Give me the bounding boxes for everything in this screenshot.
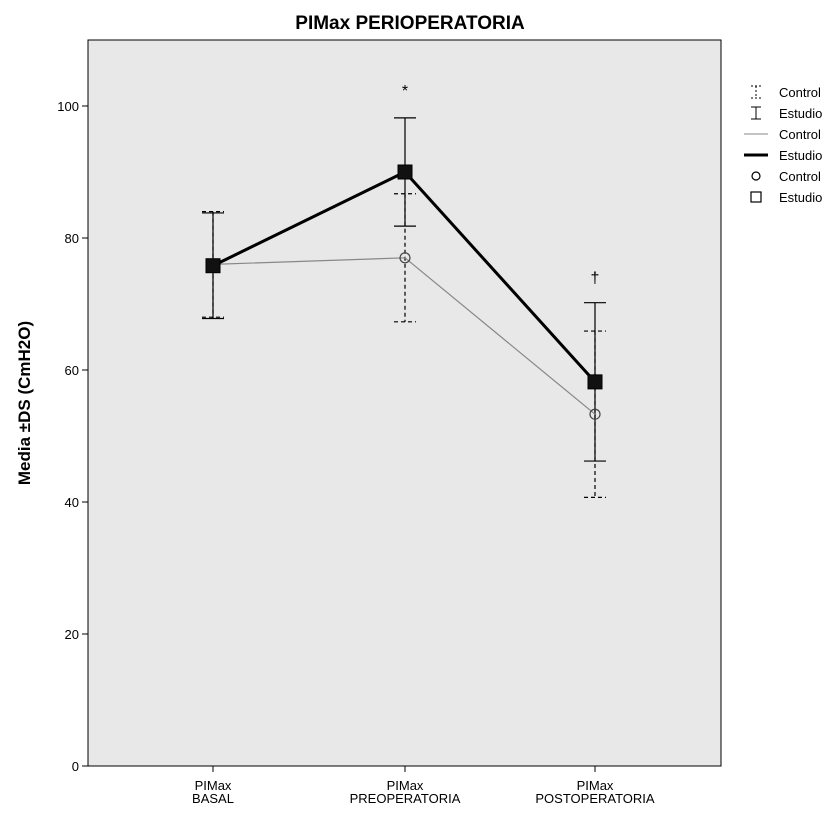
point-estudio — [397, 164, 413, 180]
y-tick-label: 80 — [65, 231, 79, 246]
series-layer — [202, 117, 606, 498]
point-estudio — [205, 258, 221, 274]
legend-label: Control — [779, 85, 821, 100]
legend-label: Estudio — [779, 106, 822, 121]
x-tick-label: PIMax POSTOPERATORIA — [535, 778, 655, 806]
point-control — [399, 252, 411, 264]
y-tick-label: 60 — [65, 363, 79, 378]
x-tick-label: PIMax PREOPERATORIA — [350, 778, 461, 806]
legend-label: Control — [779, 169, 821, 184]
axes: 0 20 40 60 80 100 PIMax BASAL PIMax PREOPERATORIA… — [57, 99, 655, 806]
y-axis-label: Media ±DS (CmH2O) — [15, 321, 34, 485]
y-tick-label: 20 — [65, 627, 79, 642]
point-estudio — [587, 374, 603, 390]
point-control — [589, 408, 601, 420]
significance-marker: † — [591, 270, 600, 287]
legend-symbol-square — [750, 191, 762, 203]
legend-label: Control — [779, 127, 821, 142]
significance-marker: * — [402, 83, 408, 100]
y-tick-label: 100 — [57, 99, 79, 114]
legend-item: Estudio — [751, 106, 822, 121]
legend-item: Estudio — [744, 148, 822, 163]
series-line-control — [212, 257, 596, 415]
y-tick-label: 0 — [72, 759, 79, 774]
legend-item: Control — [751, 85, 821, 100]
legend-item: Estudio — [750, 190, 822, 205]
legend-label: Estudio — [779, 190, 822, 205]
chart-title: PIMax PERIOPERATORIA — [295, 13, 525, 34]
legend-symbol-circle — [751, 171, 761, 181]
x-tick-label: PIMax BASAL — [192, 778, 234, 806]
legend-item: Control — [751, 169, 821, 184]
legend-item: Control — [744, 127, 821, 142]
annotations: *† — [402, 83, 600, 287]
legend-label: Estudio — [779, 148, 822, 163]
y-tick-label: 40 — [65, 495, 79, 510]
legend: Control Estudio Control Estudio Control Estud… — [744, 85, 822, 205]
